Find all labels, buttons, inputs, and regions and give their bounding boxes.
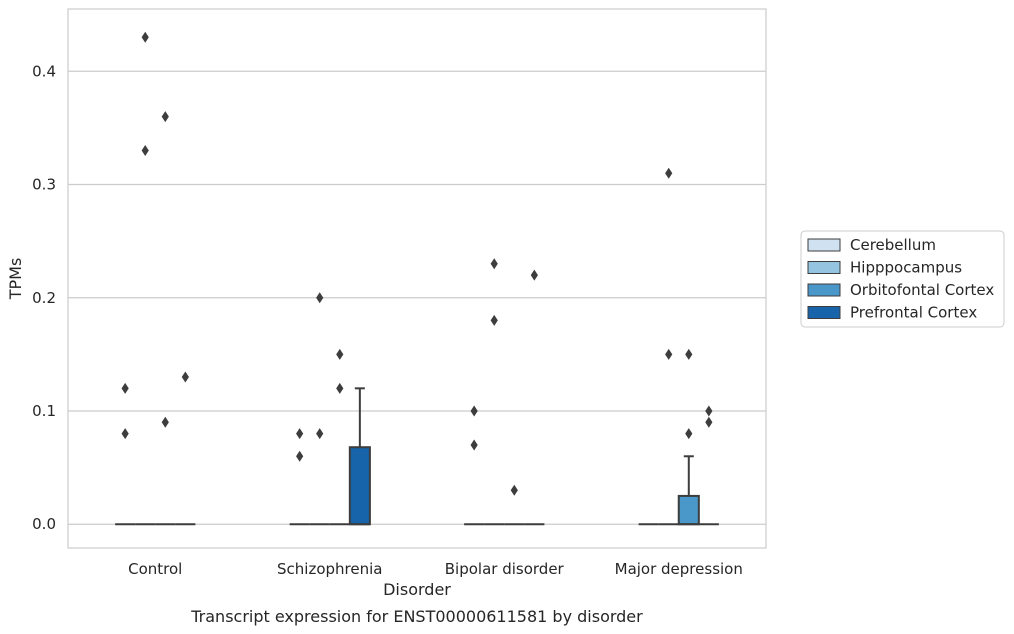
x-tick-labels: Control Schizophrenia Bipolar disorder Majo…	[128, 560, 743, 578]
plot-frame	[67, 8, 767, 549]
box-group	[135, 31, 156, 526]
box-group	[175, 371, 196, 526]
legend-entry-label: Cerebellum	[850, 236, 936, 254]
x-tick-label: Bipolar disorder	[445, 560, 565, 578]
box-group	[115, 382, 136, 526]
outlier-point	[141, 31, 149, 43]
box	[348, 446, 371, 526]
figure-caption: Transcript expression for ENST0000061158…	[190, 607, 643, 626]
outlier-point	[336, 382, 344, 394]
box-group	[524, 269, 545, 526]
legend-swatch	[807, 283, 841, 297]
outlier-point	[141, 145, 149, 157]
box-group	[348, 387, 371, 526]
box-group	[155, 111, 176, 526]
y-tick-labels: 0.0 0.1 0.2 0.3 0.4	[32, 62, 56, 533]
legend-frame	[800, 230, 1005, 328]
legend-entry-label: Prefrontal Cortex	[850, 304, 977, 322]
x-tick-label: Major depression	[615, 560, 743, 578]
box-group	[658, 167, 679, 526]
outlier-point	[470, 439, 478, 451]
outlier-point	[121, 382, 129, 394]
x-tick-label: Schizophrenia	[277, 560, 382, 578]
outlier-point	[181, 371, 189, 383]
y-tick-label: 0.4	[32, 62, 56, 80]
outlier-point	[705, 405, 713, 417]
outlier-point	[530, 269, 538, 281]
outlier-point	[510, 484, 518, 496]
legend-swatch	[807, 238, 841, 252]
box-group	[289, 428, 310, 526]
x-axis-label: Disorder	[383, 580, 451, 599]
legend-entry-label: Hipppocampus	[850, 259, 962, 277]
x-tick-label: Control	[128, 560, 182, 578]
box	[677, 494, 700, 526]
outlier-point	[665, 348, 673, 360]
box-marks	[115, 31, 719, 526]
box-group	[504, 484, 525, 526]
legend-swatch	[807, 261, 841, 274]
legend-entry-label: Orbitofontal Cortex	[850, 281, 994, 299]
y-tick-label: 0.0	[32, 515, 56, 533]
y-tick-label: 0.2	[32, 289, 56, 307]
box-group	[464, 405, 485, 526]
outlier-point	[161, 416, 169, 428]
y-axis-label: TPMs	[6, 258, 25, 301]
box-group	[329, 348, 350, 526]
outlier-point	[490, 314, 498, 326]
legend: Cerebellum Hipppocampus Orbitofontal Corte…	[800, 230, 1005, 328]
outlier-point	[490, 258, 498, 270]
y-tick-label: 0.3	[32, 176, 56, 194]
box-group	[698, 405, 719, 526]
y-tick-label: 0.1	[32, 402, 56, 420]
outlier-point	[336, 348, 344, 360]
outlier-point	[685, 428, 693, 440]
outlier-point	[470, 405, 478, 417]
legend-swatch	[807, 306, 841, 319]
outlier-point	[685, 348, 693, 360]
outlier-point	[665, 167, 673, 179]
outlier-point	[705, 416, 713, 428]
outlier-point	[161, 111, 169, 123]
outlier-point	[296, 428, 304, 440]
box-group	[309, 292, 330, 526]
box-group	[484, 258, 505, 526]
outlier-point	[316, 428, 324, 440]
box-group	[677, 348, 700, 526]
outlier-point	[316, 292, 324, 304]
outlier-point	[296, 450, 304, 462]
outlier-point	[121, 428, 129, 440]
